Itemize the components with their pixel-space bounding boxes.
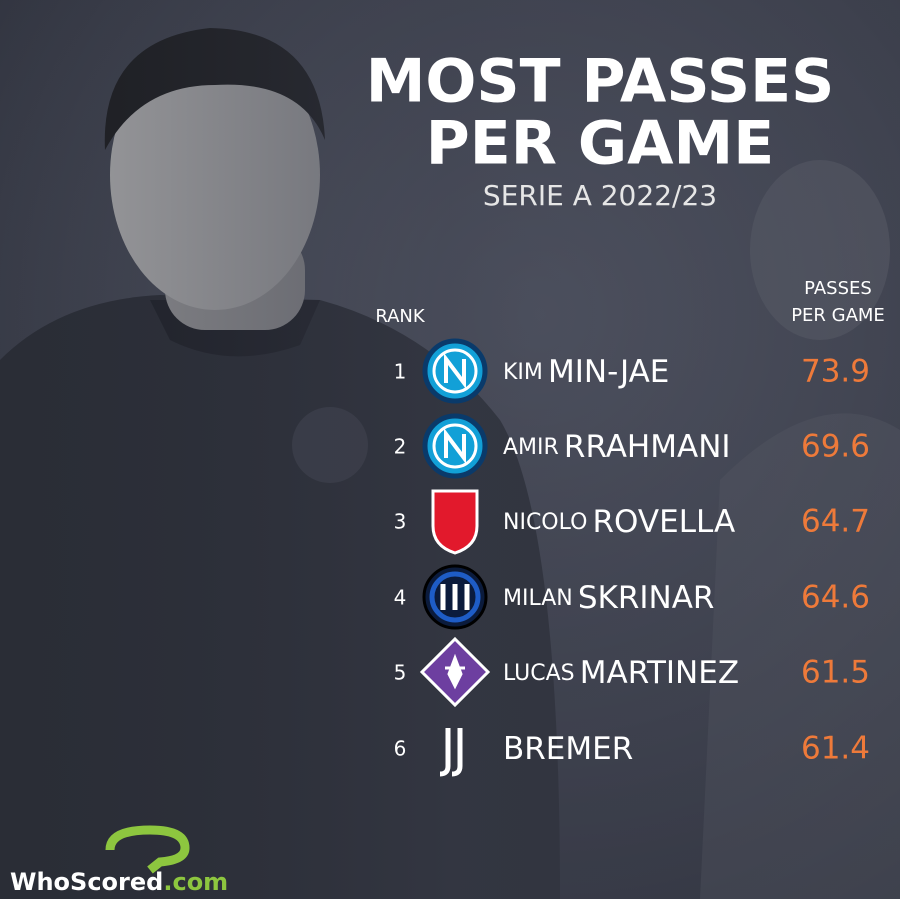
brand-suffix: .com	[163, 868, 228, 896]
logo-mark	[105, 825, 190, 874]
row: 6 BREMER 61.4	[394, 728, 870, 777]
rank: 3	[394, 510, 407, 534]
title: PER GAME	[426, 109, 774, 179]
value: 61.4	[801, 731, 870, 767]
last-name: ROVELLA	[593, 504, 736, 540]
last-name: BREMER	[503, 731, 633, 767]
player-name: KIM MIN-JAE	[503, 354, 669, 390]
row: 1 KIM MIN-JAE 73.9	[394, 338, 870, 404]
value: 73.9	[801, 354, 870, 390]
subtitle: SERIE A 2022/23	[483, 179, 717, 212]
value-header: PASSES	[804, 278, 872, 299]
last-name: RRAHMANI	[564, 429, 731, 465]
club-logo	[431, 489, 479, 555]
club-logo-lily	[445, 653, 465, 690]
first-name: AMIR	[503, 435, 559, 460]
brand: WhoScored.com	[10, 868, 228, 896]
rank: 1	[394, 360, 407, 384]
title: MOST PASSES	[366, 47, 835, 117]
player-name: LUCAS MARTINEZ	[503, 655, 739, 691]
player-name: NICOLO ROVELLA	[503, 504, 735, 540]
rows: 1 KIM MIN-JAE 73.9 2 AMIR RRAHMANI 69.6 3 NICOL…	[394, 338, 870, 777]
value: 64.7	[801, 504, 870, 540]
player-name: AMIR RRAHMANI	[503, 429, 731, 465]
value-header: PER GAME	[791, 305, 885, 326]
player-name: BREMER	[503, 731, 633, 767]
value: 61.5	[801, 655, 870, 691]
first-name: KIM	[503, 360, 543, 385]
value: 64.6	[801, 580, 870, 616]
player-name: MILAN SKRINAR	[503, 580, 714, 616]
rank-header: RANK	[375, 306, 426, 327]
first-name: NICOLO	[503, 510, 587, 535]
last-name: MIN-JAE	[548, 354, 669, 390]
club-logo-letter	[444, 353, 466, 389]
row: 5 LUCAS MARTINEZ 61.5	[394, 636, 870, 708]
club-logo	[439, 728, 463, 777]
club-logo-letters	[440, 584, 470, 610]
brand-name: WhoScored	[10, 868, 163, 896]
club-logo-ring	[429, 571, 481, 623]
last-name: SKRINAR	[578, 580, 715, 616]
rank: 4	[394, 586, 407, 610]
row: 4 MILAN SKRINAR 64.6	[394, 564, 870, 630]
rank: 6	[394, 737, 407, 761]
club-logo-ring	[432, 348, 478, 394]
row: 3 NICOLO ROVELLA 64.7	[394, 489, 870, 555]
rank: 5	[394, 661, 407, 685]
first-name: LUCAS	[503, 661, 575, 686]
row: 2 AMIR RRAHMANI 69.6	[394, 413, 870, 479]
first-name: MILAN	[503, 586, 573, 611]
last-name: MARTINEZ	[580, 655, 739, 691]
club-logo-ring	[432, 423, 478, 469]
club-logo-letter	[444, 428, 466, 464]
rank: 2	[394, 435, 407, 459]
value: 69.6	[801, 429, 870, 465]
